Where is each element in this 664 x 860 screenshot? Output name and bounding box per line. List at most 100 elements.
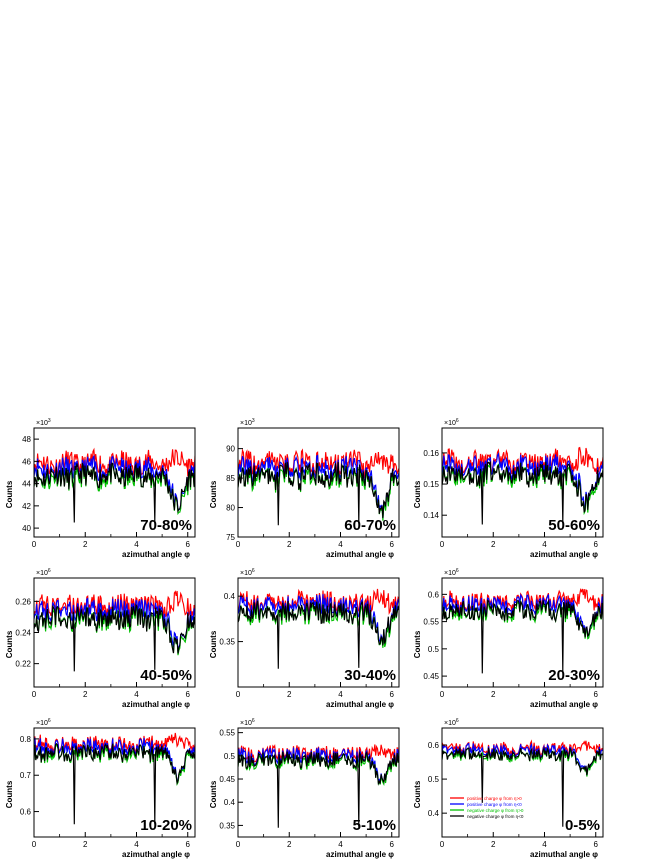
y-multiplier: ×106	[444, 418, 459, 427]
x-axis-label: azimuthal angle φ	[122, 850, 190, 859]
panel-0-5%: 0 2 4 6 0.4 0.5 0.6 ×106 Counts azimuthal angle φ…	[413, 718, 604, 859]
legend-label: negative charge φ from η>0	[467, 808, 524, 813]
x-tick-label: 0	[440, 690, 445, 699]
x-axis-label: azimuthal angle φ	[122, 700, 190, 709]
centrality-label: 0-5%	[565, 817, 600, 834]
plot-frame	[441, 577, 604, 688]
y-multiplier: ×106	[36, 568, 51, 577]
panel-10-20%: 0 2 4 6 0.6 0.7 0.8 ×106 Counts azimuthal angle φ…	[5, 718, 196, 859]
panel-20-30%: 0 2 4 6 0.45 0.5 0.55 0.6 ×106 Counts azimuthal an…	[413, 568, 604, 709]
x-tick-label: 0	[236, 840, 241, 849]
plot-frame	[33, 727, 196, 838]
x-tick-label: 4	[542, 690, 547, 699]
x-tick-label: 6	[186, 540, 191, 549]
y-tick-label: 0.16	[423, 449, 439, 458]
y-tick-label: 0.45	[423, 672, 439, 681]
y-axis-label: Counts	[413, 480, 422, 508]
series-line	[34, 737, 195, 785]
x-tick-label: 2	[83, 540, 88, 549]
y-axis-label: Counts	[209, 630, 218, 658]
y-tick-label: 85	[226, 474, 235, 483]
x-tick-label: 6	[390, 840, 395, 849]
y-tick-label: 42	[22, 502, 31, 511]
y-axis-label: Counts	[413, 780, 422, 808]
series-line	[34, 462, 195, 523]
centrality-label: 5-10%	[353, 817, 396, 834]
y-tick-label: 0.22	[15, 660, 31, 669]
x-tick-label: 2	[287, 540, 292, 549]
y-multiplier: ×106	[240, 568, 255, 577]
x-tick-label: 0	[236, 540, 241, 549]
x-tick-label: 6	[390, 540, 395, 549]
x-tick-label: 4	[542, 840, 547, 849]
x-axis-label: azimuthal angle φ	[326, 550, 394, 559]
plot-frame	[237, 427, 400, 538]
series-line	[34, 603, 195, 672]
series-line	[238, 454, 399, 519]
x-axis-label: azimuthal angle φ	[326, 850, 394, 859]
y-tick-label: 0.35	[219, 638, 235, 647]
y-tick-label: 0.45	[219, 775, 235, 784]
centrality-label: 40-50%	[140, 667, 192, 684]
y-tick-label: 48	[22, 435, 31, 444]
y-multiplier: ×103	[240, 418, 255, 427]
y-axis-label: Counts	[209, 780, 218, 808]
y-tick-label: 80	[226, 504, 235, 513]
y-tick-label: 0.24	[15, 629, 31, 638]
centrality-label: 30-40%	[344, 667, 396, 684]
series-line	[442, 446, 603, 475]
centrality-label: 60-70%	[344, 517, 396, 534]
y-tick-label: 46	[22, 457, 31, 466]
y-axis-label: Counts	[5, 780, 14, 808]
panel-30-40%: 0 2 4 6 0.35 0.4 ×106 Counts azimuthal angle φ 30…	[209, 568, 400, 709]
centrality-label: 10-20%	[140, 817, 192, 834]
x-tick-label: 6	[186, 840, 191, 849]
panel-5-10%: 0 2 4 6 0.35 0.4 0.45 0.5 0.55 ×106 Counts azimutha…	[209, 718, 400, 859]
series-line	[442, 746, 603, 827]
y-tick-label: 0.35	[219, 821, 235, 830]
y-multiplier: ×106	[444, 718, 459, 727]
x-tick-label: 6	[594, 840, 599, 849]
series-line	[442, 593, 603, 638]
y-tick-label: 0.26	[15, 597, 31, 606]
x-axis-label: azimuthal angle φ	[530, 550, 598, 559]
panel-50-60%: 0 2 4 6 0.14 0.15 0.16 ×106 Counts azimuthal angl…	[413, 418, 604, 559]
x-tick-label: 4	[338, 690, 343, 699]
y-tick-label: 0.55	[219, 729, 235, 738]
y-tick-label: 0.5	[224, 752, 236, 761]
plot-frame	[441, 727, 604, 838]
x-tick-label: 6	[186, 690, 191, 699]
series-line	[238, 600, 399, 669]
x-tick-label: 4	[134, 690, 139, 699]
y-tick-label: 0.15	[423, 480, 439, 489]
y-multiplier: ×103	[36, 418, 51, 427]
series-line	[34, 597, 195, 652]
x-tick-label: 0	[236, 690, 241, 699]
x-tick-label: 2	[287, 840, 292, 849]
x-tick-label: 2	[491, 690, 496, 699]
x-axis-label: azimuthal angle φ	[122, 550, 190, 559]
y-tick-label: 0.6	[428, 590, 440, 599]
x-tick-label: 2	[287, 690, 292, 699]
x-tick-label: 6	[390, 690, 395, 699]
x-tick-label: 2	[491, 840, 496, 849]
y-tick-label: 75	[226, 533, 235, 542]
y-multiplier: ×106	[240, 718, 255, 727]
y-tick-label: 0.6	[428, 741, 440, 750]
y-axis-label: Counts	[209, 480, 218, 508]
series-line	[238, 461, 399, 526]
y-tick-label: 0.4	[224, 798, 236, 807]
x-tick-label: 0	[32, 840, 37, 849]
y-tick-label: 0.5	[428, 645, 440, 654]
centrality-label: 20-30%	[548, 667, 600, 684]
y-tick-label: 0.5	[428, 775, 440, 784]
series-line	[442, 451, 603, 511]
legend-label: positive charge φ from η>0	[467, 796, 522, 801]
series-line	[34, 742, 195, 825]
plot-frame	[441, 427, 604, 538]
x-axis-label: azimuthal angle φ	[530, 850, 598, 859]
y-tick-label: 0.7	[20, 771, 32, 780]
